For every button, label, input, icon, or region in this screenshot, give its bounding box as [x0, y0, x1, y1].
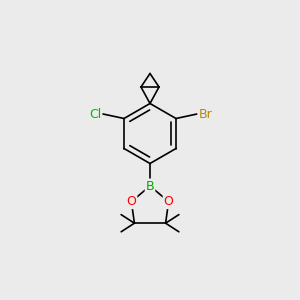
Text: B: B — [146, 179, 154, 193]
Text: Cl: Cl — [89, 107, 101, 121]
Text: O: O — [127, 195, 136, 208]
Text: Br: Br — [199, 107, 212, 121]
Text: O: O — [164, 195, 173, 208]
